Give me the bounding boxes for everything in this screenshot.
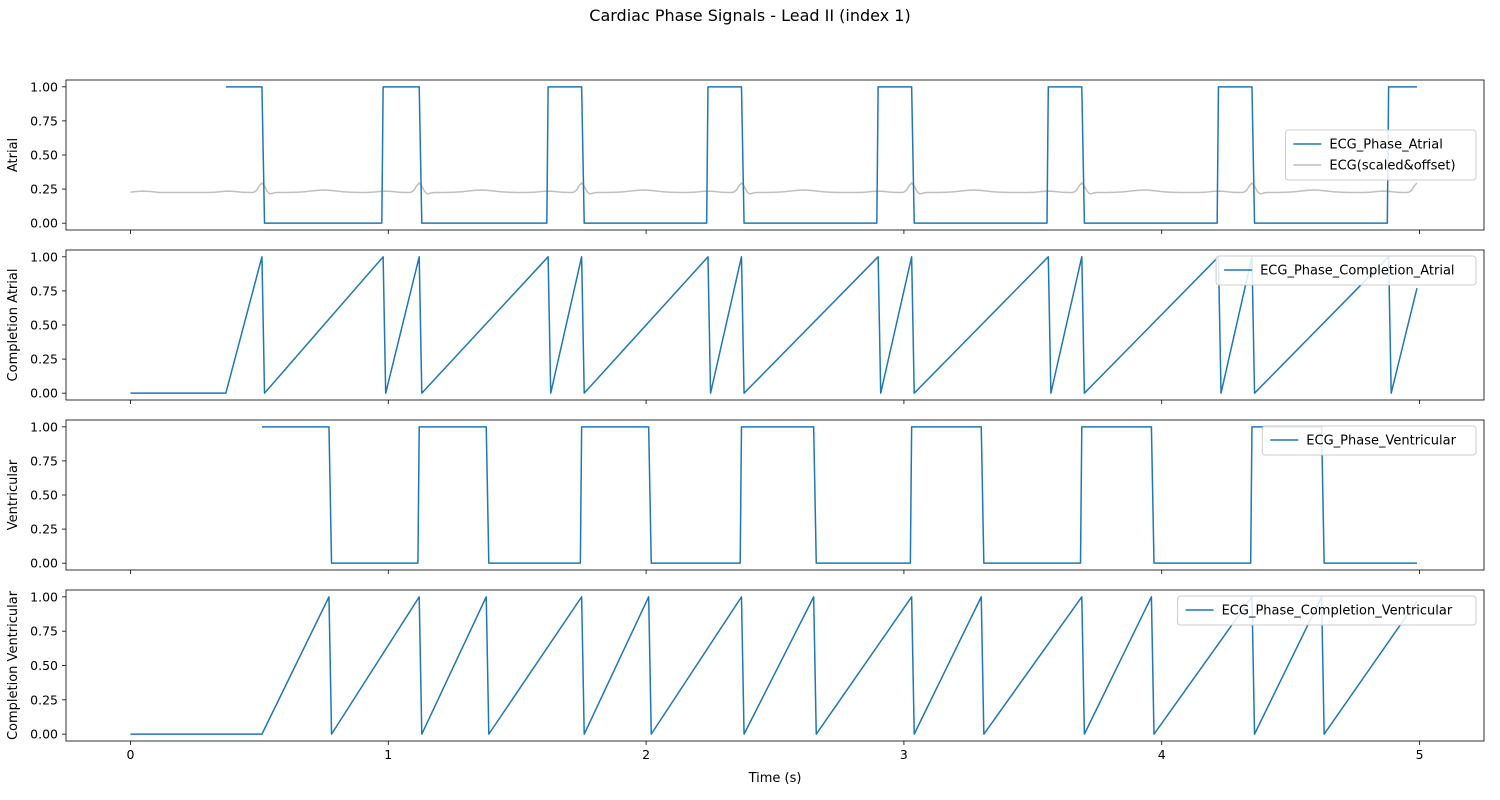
- subplots: 0.00 0.25 0.50 0.75 1.00 Atrial ECG_Phase_Atri…: [6, 79, 1485, 762]
- y-tick-label: 0.50: [30, 658, 58, 673]
- x-tick-label: 1: [384, 747, 392, 762]
- x-tick-label: 3: [900, 747, 908, 762]
- legend: ECG_Phase_Completion_Atrial: [1215, 255, 1477, 286]
- y-tick-label: 0.25: [30, 522, 58, 537]
- y-tick-label: 0.75: [30, 113, 58, 128]
- y-tick-label: 1.00: [30, 419, 58, 434]
- y-axis-label: Ventricular: [6, 459, 21, 530]
- legend-label: ECG_Phase_Completion_Atrial: [1260, 264, 1454, 279]
- x-axis-label: Time (s): [748, 771, 802, 786]
- y-tick-label: 0.50: [30, 148, 58, 163]
- y-tick-label: 0.00: [30, 727, 58, 742]
- legend-box: [1215, 255, 1477, 286]
- y-tick-label: 0.25: [30, 692, 58, 707]
- panel-completion-ventricular: 0.00 0.25 0.50 0.75 1.00 0 1 2 3 4 5 Completion Ven…: [6, 589, 1485, 762]
- legend-box: [1177, 595, 1477, 626]
- y-tick-label: 0.00: [30, 556, 58, 571]
- y-tick-label: 1.00: [30, 589, 58, 604]
- legend: ECG_Phase_Atrial ECG(scaled&offset): [1284, 129, 1477, 181]
- legend-label: ECG_Phase_Ventricular: [1306, 434, 1456, 449]
- series-line-ecg-phase-completion-atrial: [130, 256, 1418, 394]
- legend-label: ECG(scaled&offset): [1329, 159, 1455, 174]
- panel-atrial: 0.00 0.25 0.50 0.75 1.00 Atrial ECG_Phase_Atri…: [6, 79, 1485, 234]
- y-tick-label: 0.25: [30, 352, 58, 367]
- chart-title: Cardiac Phase Signals - Lead II (index 1…: [589, 6, 910, 25]
- panel-ventricular: 0.00 0.25 0.50 0.75 1.00 Ventricular ECG_Phase…: [6, 419, 1485, 574]
- series-line-ecg-phase-completion-ventricular: [130, 596, 1418, 735]
- y-tick-label: 0.25: [30, 182, 58, 197]
- x-tick-label: 5: [1416, 747, 1424, 762]
- panel-completion-atrial: 0.00 0.25 0.50 0.75 1.00 Completion Atrial ECG…: [6, 249, 1485, 404]
- legend-label: ECG_Phase_Atrial: [1329, 138, 1442, 153]
- legend-box: [1284, 129, 1477, 181]
- y-tick-label: 0.75: [30, 624, 58, 639]
- legend-box: [1261, 425, 1477, 456]
- y-axis-label: Atrial: [6, 138, 21, 172]
- y-axis-label: Completion Ventricular: [6, 590, 21, 740]
- legend: ECG_Phase_Completion_Ventricular: [1177, 595, 1477, 626]
- x-tick-label: 4: [1158, 747, 1166, 762]
- y-tick-label: 0.50: [30, 488, 58, 503]
- series-line-ecg-phase-ventricular: [261, 426, 1417, 564]
- series-line-ecg-scaled-offset-: [130, 182, 1418, 195]
- legend-label: ECG_Phase_Completion_Ventricular: [1222, 604, 1453, 619]
- legend: ECG_Phase_Ventricular: [1261, 425, 1477, 456]
- series-line-ecg-phase-atrial: [225, 86, 1417, 224]
- y-tick-label: 0.75: [30, 283, 58, 298]
- y-tick-label: 1.00: [30, 79, 58, 94]
- y-tick-label: 0.50: [30, 318, 58, 333]
- x-tick-label: 2: [642, 747, 650, 762]
- y-tick-label: 1.00: [30, 249, 58, 264]
- x-tick-label: 0: [126, 747, 134, 762]
- y-tick-label: 0.00: [30, 386, 58, 401]
- y-tick-label: 0.75: [30, 453, 58, 468]
- y-axis-label: Completion Atrial: [6, 269, 21, 382]
- y-tick-label: 0.00: [30, 216, 58, 231]
